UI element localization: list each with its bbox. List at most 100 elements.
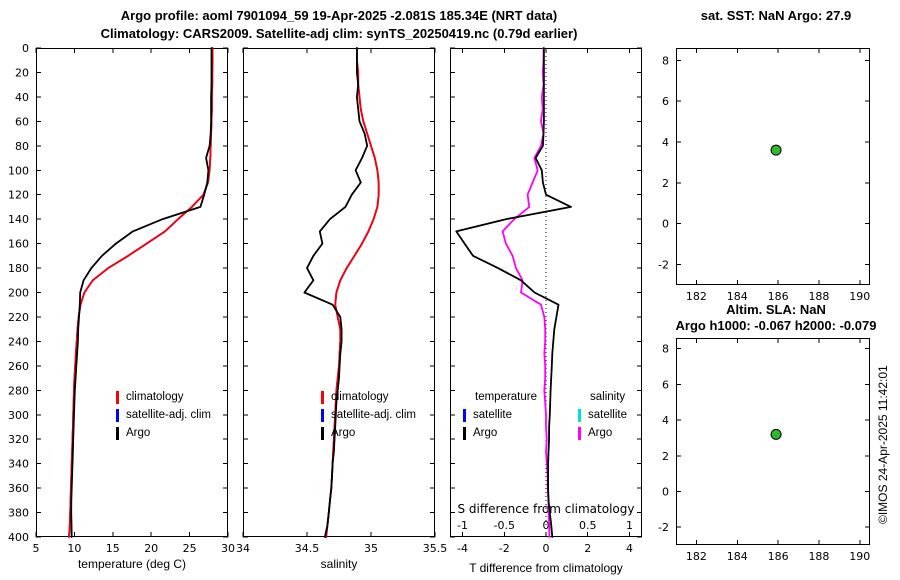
temperature-axis-label: temperature (deg C) (77, 557, 187, 571)
svg-text:8: 8 (662, 54, 669, 67)
svg-text:180: 180 (8, 262, 29, 275)
svg-text:300: 300 (8, 409, 29, 422)
legend-label: climatology (126, 391, 184, 403)
svg-text:35.5: 35.5 (423, 542, 448, 555)
temperature-profile-chart: 5 10 15 20 25 3002040608010012014016018020022… (8, 42, 235, 555)
svg-text:340: 340 (8, 458, 29, 471)
svg-text:4: 4 (662, 136, 669, 149)
svg-text:80: 80 (15, 140, 29, 153)
t-difference-legend: temperature satellite Argo (463, 388, 537, 442)
svg-text:20: 20 (144, 542, 158, 555)
argo-line-swatch (116, 426, 119, 440)
svg-text:10: 10 (67, 542, 81, 555)
argo-t-line-swatch (463, 426, 466, 440)
svg-text:34: 34 (236, 542, 250, 555)
climatology-line-swatch (321, 390, 324, 404)
svg-text:260: 260 (8, 360, 29, 373)
svg-text:6: 6 (662, 378, 669, 391)
satellite-s-line-swatch (578, 408, 581, 422)
svg-text:2: 2 (584, 542, 591, 555)
svg-text:182: 182 (686, 550, 707, 563)
legend-item-climatology: climatology (321, 388, 416, 406)
sla-panel-title: Altim. SLA: NaN (726, 302, 826, 317)
legend-item-argo: Argo (321, 424, 416, 442)
argo-s-line-swatch (578, 426, 581, 440)
svg-text:-2: -2 (499, 542, 510, 555)
svg-text:0: 0 (22, 42, 29, 55)
legend-item-satellite: satellite (578, 406, 627, 424)
svg-text:2: 2 (662, 177, 669, 190)
svg-text:-4: -4 (457, 542, 468, 555)
svg-text:188: 188 (808, 550, 829, 563)
svg-text:160: 160 (8, 238, 29, 251)
svg-text:0: 0 (543, 519, 550, 532)
svg-text:188: 188 (808, 290, 829, 303)
sst-location-chart: 182 184 186 188 190 -2 0 2 4 6 8 (658, 48, 870, 303)
svg-text:100: 100 (8, 164, 29, 177)
copyright-text: ©IMOS 24-Apr-2025 11:42:01 (876, 365, 890, 524)
svg-text:-1: -1 (457, 519, 468, 532)
legend-label: satellite (588, 409, 627, 421)
svg-text:6: 6 (662, 95, 669, 108)
svg-text:190: 190 (849, 550, 870, 563)
argo-line-swatch (321, 426, 324, 440)
svg-text:184: 184 (727, 550, 748, 563)
svg-text:8: 8 (662, 343, 669, 356)
svg-text:400: 400 (8, 531, 29, 544)
svg-text:20: 20 (15, 66, 29, 79)
svg-text:4: 4 (626, 542, 633, 555)
legend-item-satellite: satellite (463, 406, 537, 424)
svg-text:186: 186 (768, 290, 789, 303)
legend-label: climatology (331, 391, 389, 403)
legend-item-climatology: climatology (116, 388, 211, 406)
temperature-legend: climatology satellite-adj. clim Argo (116, 388, 211, 442)
satellite-adj-clim-line-swatch (116, 408, 119, 422)
figure-subtitle: Climatology: CARS2009. Satellite-adj cli… (100, 26, 578, 41)
legend-item-argo: Argo (463, 424, 537, 442)
svg-text:2: 2 (662, 450, 669, 463)
svg-text:184: 184 (727, 290, 748, 303)
salinity-profile-chart: 34 34.5 35 35.5 (236, 47, 447, 555)
svg-text:220: 220 (8, 311, 29, 324)
svg-text:-2: -2 (658, 521, 669, 534)
svg-text:186: 186 (768, 550, 789, 563)
satellite-adj-clim-line-swatch (321, 408, 324, 422)
svg-text:280: 280 (8, 384, 29, 397)
legend-item-satellite-adj-clim: satellite-adj. clim (321, 406, 416, 424)
sla-location-chart: 182 184 186 188 190 -2 0 2 4 6 8 (658, 338, 870, 563)
svg-text:30: 30 (221, 542, 235, 555)
climatology-line-swatch (116, 390, 119, 404)
svg-text:200: 200 (8, 287, 29, 300)
legend-header: temperature (475, 391, 538, 403)
t-difference-axis-label: T difference from climatology (469, 561, 623, 575)
svg-text:34.5: 34.5 (295, 542, 320, 555)
legend-item-satellite-adj-clim: satellite-adj. clim (116, 406, 211, 424)
svg-text:0: 0 (662, 485, 669, 498)
svg-text:0.5: 0.5 (579, 519, 597, 532)
legend-label: Argo (331, 427, 356, 439)
sst-panel-title: sat. SST: NaN Argo: 27.9 (700, 8, 852, 23)
svg-text:-2: -2 (658, 259, 669, 272)
svg-text:120: 120 (8, 189, 29, 202)
svg-text:182: 182 (686, 290, 707, 303)
svg-text:40: 40 (15, 91, 29, 104)
svg-text:4: 4 (662, 414, 669, 427)
svg-text:240: 240 (8, 335, 29, 348)
legend-item-argo: Argo (116, 424, 211, 442)
s-difference-legend: salinity satellite Argo (578, 388, 627, 442)
svg-text:25: 25 (183, 542, 197, 555)
satellite-t-line-swatch (463, 408, 466, 422)
legend-label: Argo (473, 427, 498, 439)
figure-title: Argo profile: aoml 7901094_59 19-Apr-202… (120, 8, 558, 23)
svg-text:S difference from climatology: S difference from climatology (458, 502, 635, 516)
svg-text:60: 60 (15, 115, 29, 128)
sla-panel-subtitle: Argo h1000: -0.067 h2000: -0.079 (675, 318, 877, 333)
svg-text:360: 360 (8, 482, 29, 495)
legend-header: salinity (590, 391, 626, 403)
legend-label: satellite-adj. clim (331, 409, 416, 421)
salinity-axis-label: salinity (320, 557, 358, 571)
svg-text:190: 190 (849, 290, 870, 303)
svg-text:15: 15 (106, 542, 120, 555)
svg-text:1: 1 (626, 519, 633, 532)
